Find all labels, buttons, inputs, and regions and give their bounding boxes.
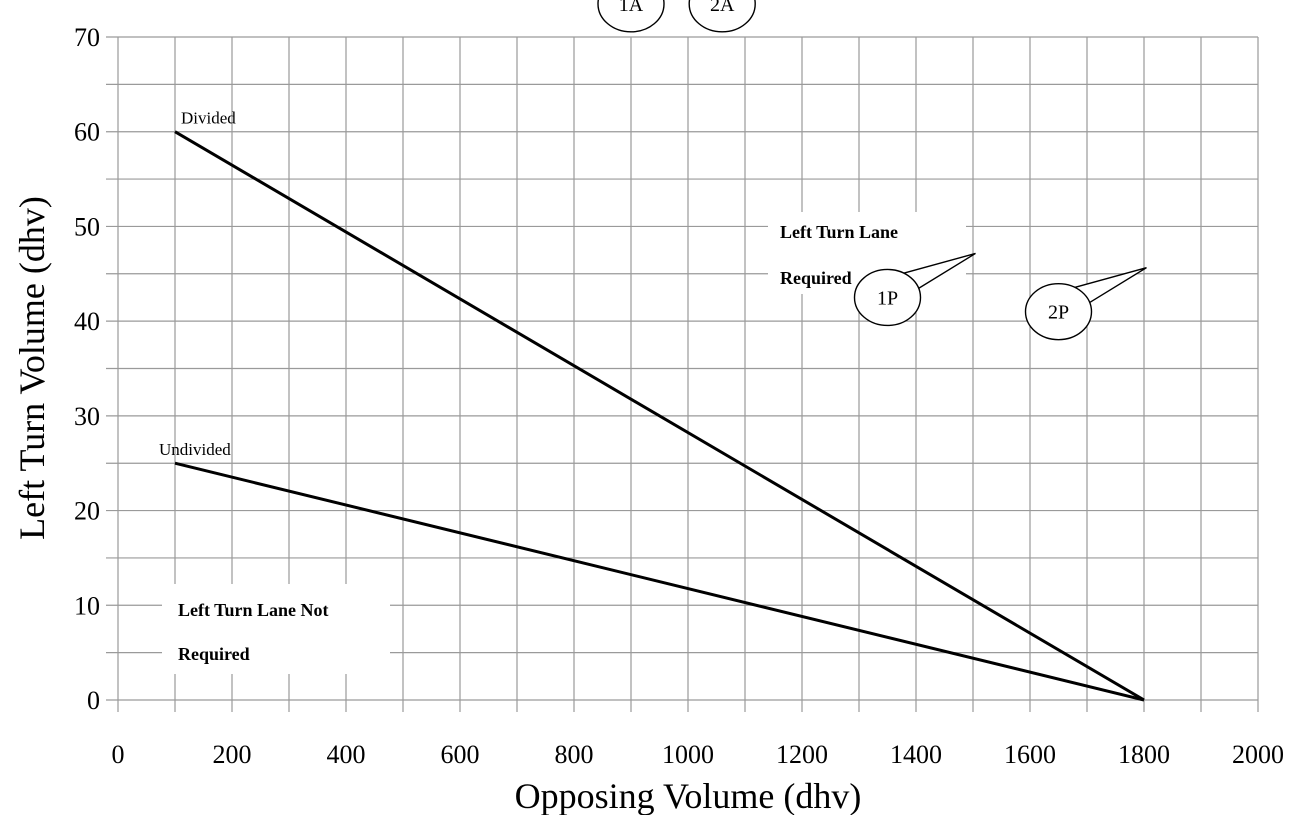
callouts: 1A 2A 1P 2P [597, 0, 1147, 341]
callout-label: 2A [710, 0, 735, 16]
x-tick-label: 1400 [890, 740, 942, 769]
y-tick-label: 10 [74, 591, 100, 620]
x-tick-label: 1800 [1118, 740, 1170, 769]
callout-label: 1P [877, 287, 898, 309]
y-tick-label: 40 [74, 307, 100, 336]
y-tick-label: 70 [74, 23, 100, 52]
y-tick-label: 50 [74, 212, 100, 241]
callout-bubble [688, 0, 756, 33]
not-required-label-line2: Required [178, 644, 250, 664]
x-tick-label: 1200 [776, 740, 828, 769]
not-required-label-background [162, 584, 390, 674]
not-required-label-line1: Left Turn Lane Not [178, 600, 329, 620]
x-tick-label: 800 [555, 740, 594, 769]
y-axis-title: Left Turn Volume (dhv) [12, 196, 52, 540]
series-line-divided [174, 130, 1145, 702]
x-tick-label: 400 [327, 740, 366, 769]
callout-2p: 2P [1024, 266, 1147, 341]
callout-label: 2P [1048, 302, 1069, 324]
y-tick-label: 60 [74, 118, 100, 147]
required-label-line1: Left Turn Lane [780, 222, 898, 242]
callout-bubble [853, 268, 922, 327]
x-tick-label: 2000 [1232, 740, 1284, 769]
x-axis-title: Opposing Volume (dhv) [515, 776, 862, 815]
callout-tail-joint [1068, 291, 1081, 302]
x-tick-label: 0 [112, 740, 125, 769]
y-tick-label: 20 [74, 497, 100, 526]
tick-labels: 0 200 400 600 800 1000 1200 1400 1600 1800 2000 0 10… [74, 23, 1284, 769]
x-tick-label: 1600 [1004, 740, 1056, 769]
series-label-divided: Divided [181, 109, 236, 128]
series-label-undivided: Undivided [159, 440, 231, 459]
callout-label: 1A [619, 0, 644, 16]
series-line-undivided [174, 461, 1145, 702]
y-tick-label: 0 [87, 686, 100, 715]
series-lines [174, 130, 1145, 702]
callout-1p: 1P [853, 252, 976, 327]
x-tick-label: 200 [213, 740, 252, 769]
callout-tail-joint [897, 277, 910, 288]
y-tick-label: 30 [74, 402, 100, 431]
callout-bubble [597, 0, 665, 33]
x-tick-label: 1000 [662, 740, 714, 769]
x-tick-label: 600 [441, 740, 480, 769]
callout-bubble [1024, 282, 1093, 341]
callout-2a: 2A [688, 0, 756, 33]
required-label-line2: Required [780, 268, 852, 288]
callout-1a: 1A [597, 0, 665, 33]
